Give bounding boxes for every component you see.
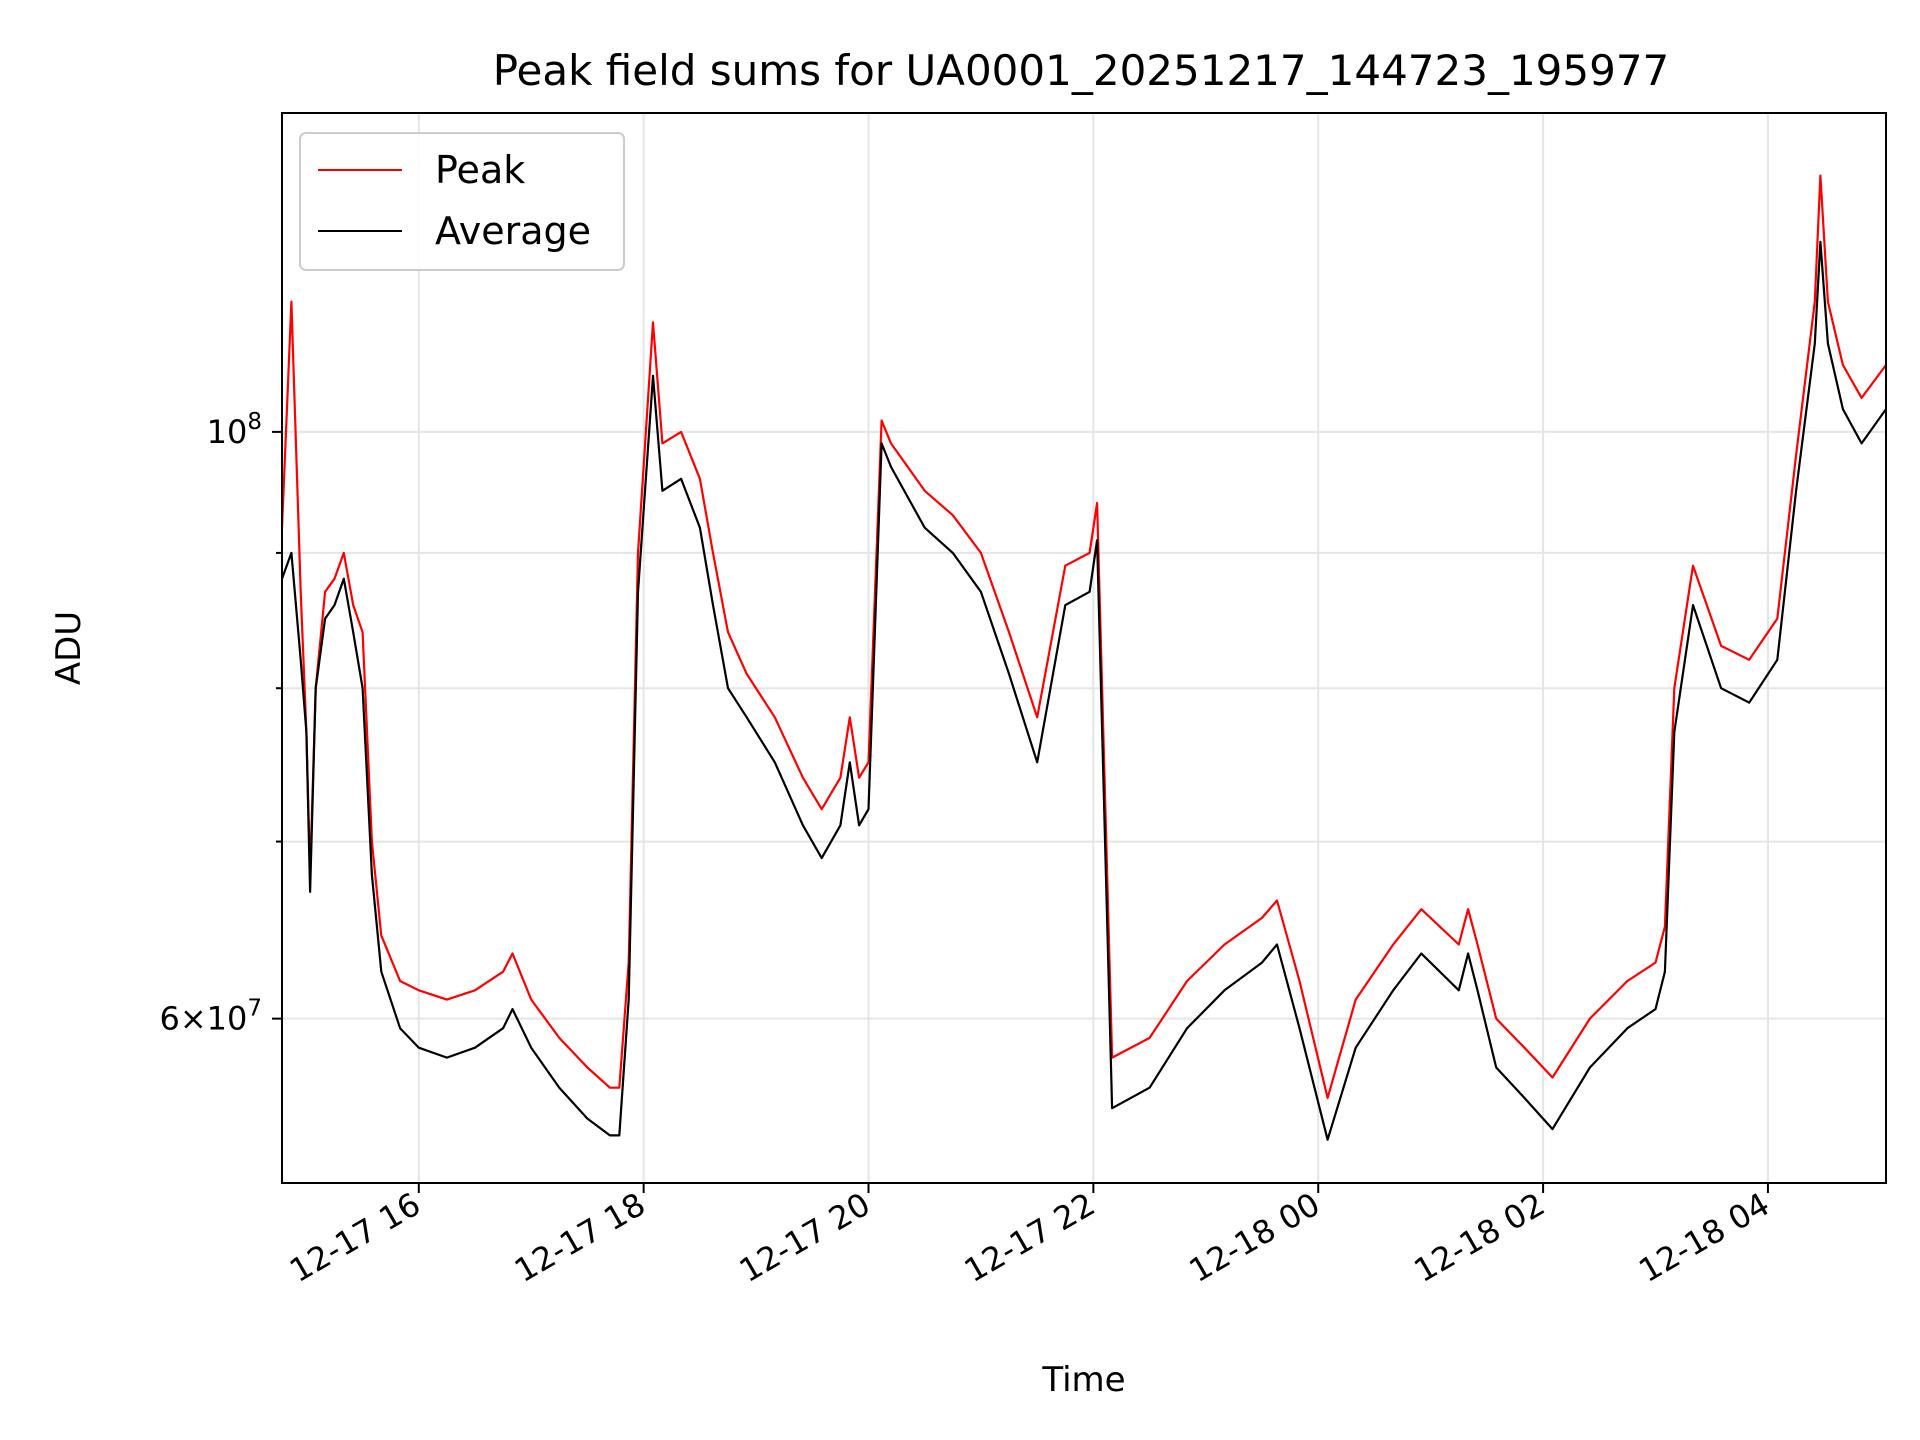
x-axis-label: Time [1041,1360,1125,1400]
y-tick-label-0: 6×107 [159,996,262,1038]
plot-frame [281,112,1887,1184]
y-axis-label: ADU [49,611,89,685]
y-tick-label-1: 108 [207,409,262,451]
series-line-average [280,240,1887,1141]
grid-lines [282,113,1886,1183]
series-line-peak [280,174,1887,1100]
legend: Peak Average [299,132,625,271]
legend-label-peak: Peak [435,148,525,192]
chart-title: Peak field sums for UA0001_20251217_1447… [493,46,1670,95]
y-axis-ticks: 6×107 108 [159,409,282,1038]
plot-series [280,174,1887,1141]
legend-box [299,132,625,271]
legend-label-average: Average [435,209,591,253]
